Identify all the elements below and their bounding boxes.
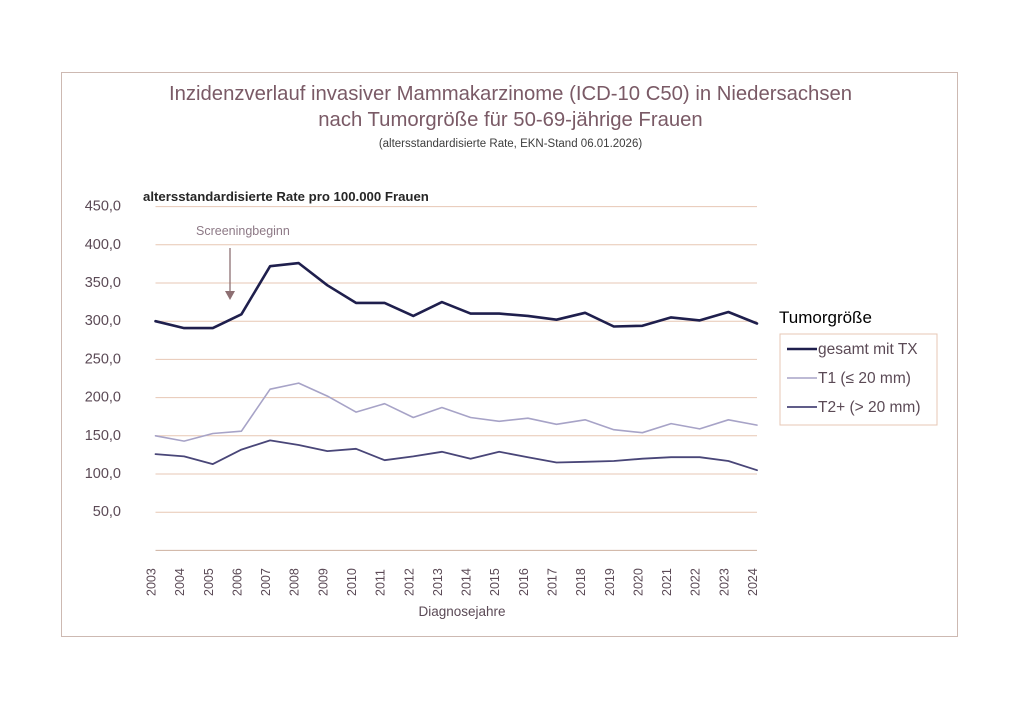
svg-text:2008: 2008 (288, 568, 302, 596)
svg-text:altersstandardisierte Rate pro: altersstandardisierte Rate pro 100.000 F… (143, 189, 429, 204)
svg-text:2005: 2005 (202, 568, 216, 596)
svg-text:2020: 2020 (631, 568, 645, 596)
svg-text:T2+ (> 20 mm): T2+ (> 20 mm) (818, 399, 921, 416)
svg-text:150,0: 150,0 (85, 428, 121, 444)
svg-text:50,0: 50,0 (93, 504, 121, 520)
svg-text:2014: 2014 (460, 568, 474, 596)
svg-text:350,0: 350,0 (85, 275, 121, 291)
svg-text:400,0: 400,0 (85, 237, 121, 253)
svg-text:Screeningbeginn: Screeningbeginn (196, 224, 290, 238)
svg-text:2022: 2022 (689, 568, 703, 596)
svg-text:2021: 2021 (660, 568, 674, 596)
svg-text:2010: 2010 (345, 568, 359, 596)
svg-text:2024: 2024 (746, 568, 760, 596)
svg-text:2016: 2016 (517, 568, 531, 596)
svg-text:gesamt mit TX: gesamt mit TX (818, 341, 918, 358)
svg-text:Tumorgröße: Tumorgröße (779, 308, 872, 327)
svg-text:250,0: 250,0 (85, 351, 121, 367)
svg-text:2007: 2007 (259, 568, 273, 596)
svg-text:2009: 2009 (316, 568, 330, 596)
svg-text:2006: 2006 (230, 568, 244, 596)
svg-text:2015: 2015 (488, 568, 502, 596)
svg-text:2017: 2017 (546, 568, 560, 596)
svg-text:2012: 2012 (402, 568, 416, 596)
svg-text:450,0: 450,0 (85, 199, 121, 215)
svg-text:200,0: 200,0 (85, 390, 121, 406)
svg-text:2018: 2018 (574, 568, 588, 596)
svg-text:2003: 2003 (145, 568, 159, 596)
svg-text:2013: 2013 (431, 568, 445, 596)
svg-text:2011: 2011 (374, 569, 388, 596)
svg-text:T1 (≤ 20 mm): T1 (≤ 20 mm) (818, 370, 911, 387)
svg-text:Diagnosejahre: Diagnosejahre (418, 604, 505, 619)
svg-text:100,0: 100,0 (85, 466, 121, 482)
svg-text:2023: 2023 (717, 568, 731, 596)
svg-text:300,0: 300,0 (85, 313, 121, 329)
svg-text:2004: 2004 (173, 568, 187, 596)
svg-text:2019: 2019 (603, 568, 617, 596)
